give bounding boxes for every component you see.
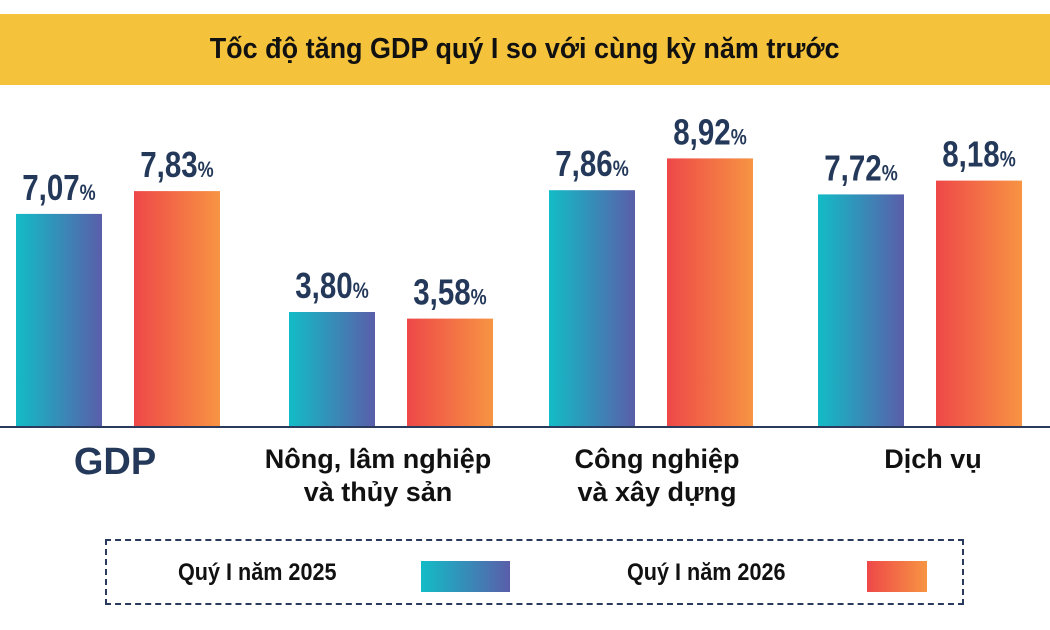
legend: Quý I năm 2025 Quý I năm 2026 xyxy=(105,539,964,605)
value-label-0-3: 7,72% xyxy=(824,148,898,188)
category-label-0: GDP xyxy=(74,441,156,483)
chart-title-band: Tốc độ tăng GDP quý I so với cùng kỳ năm… xyxy=(0,14,1050,85)
value-label-0-0: 7,07% xyxy=(22,167,96,207)
bar-1-3 xyxy=(936,180,1022,426)
value-label-0-2: 7,86% xyxy=(555,143,629,183)
value-label-1-1: 3,58% xyxy=(413,272,487,312)
bar-0-1 xyxy=(289,312,375,426)
value-label-0-1: 3,80% xyxy=(295,265,369,305)
value-label-1-2: 8,92% xyxy=(673,112,747,152)
bar-1-0 xyxy=(134,191,220,426)
category-label-3: Dịch vụ xyxy=(884,444,982,474)
bar-0-0 xyxy=(16,213,102,426)
legend-label-2026: Quý I năm 2026 xyxy=(627,559,786,586)
bar-0-3 xyxy=(818,194,904,426)
chart-title: Tốc độ tăng GDP quý I so với cùng kỳ năm… xyxy=(210,33,840,65)
legend-label-2025: Quý I năm 2025 xyxy=(178,559,337,586)
category-label-1: Nông, lâm nghiệp và thủy sản xyxy=(265,444,492,507)
bar-0-2 xyxy=(549,190,635,426)
value-label-1-3: 8,18% xyxy=(942,134,1016,174)
legend-swatch-2026 xyxy=(867,561,927,592)
bar-1-1 xyxy=(407,318,493,426)
value-label-1-0: 7,83% xyxy=(140,144,214,184)
bar-1-2 xyxy=(667,158,753,426)
category-label-2: Công nghiệp và xây dựng xyxy=(575,444,740,507)
legend-swatch-2025 xyxy=(421,561,510,592)
